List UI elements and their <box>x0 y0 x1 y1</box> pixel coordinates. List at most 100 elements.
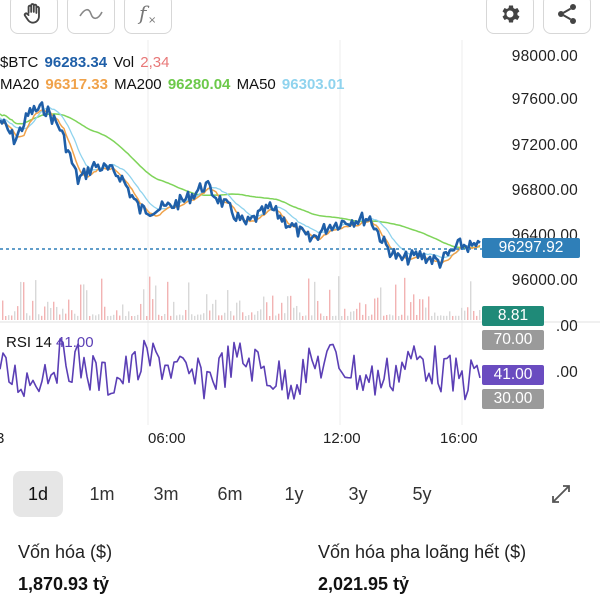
price-line <box>0 101 481 269</box>
volume-bar <box>308 278 310 320</box>
ma50-label: MA50 <box>236 76 276 93</box>
time-axis-label: 06:00 <box>148 430 186 447</box>
volume-bar <box>368 315 370 320</box>
legend-row-1: $BTC 96283.34 Vol 2,34 <box>0 54 172 71</box>
volume-bar <box>209 310 211 320</box>
volume-bar <box>221 315 223 320</box>
fdv-label: Vốn hóa pha loãng hết ($) <box>318 542 527 562</box>
time-axis-label: 12:00 <box>323 430 361 447</box>
volume-bar <box>197 314 199 320</box>
volume-bar <box>53 301 55 320</box>
volume-bar <box>326 315 328 320</box>
volume-bar <box>284 313 286 320</box>
volume-bar <box>263 296 265 320</box>
indicator-button[interactable]: f × <box>124 0 172 34</box>
volume-bar <box>104 306 106 320</box>
volume-bar <box>407 315 409 320</box>
volume-bar <box>224 312 226 320</box>
market-cap-value: 1,870.93 tỷ <box>18 574 110 594</box>
volume-bar <box>323 315 325 320</box>
volume-bar <box>164 313 166 320</box>
volume-bar <box>242 312 244 320</box>
settings-button[interactable] <box>486 0 534 34</box>
rsi-axis-label: .00 <box>555 364 578 381</box>
range-5y-button[interactable]: 5y <box>412 484 432 504</box>
rsi-value: 41.00 <box>56 334 94 351</box>
range-1m-button[interactable]: 1m <box>89 484 115 504</box>
volume-bar <box>389 314 391 320</box>
hand-icon <box>23 3 40 24</box>
range-1d-button[interactable]: 1d <box>13 471 63 517</box>
volume-bar <box>134 315 136 320</box>
price-axis-label: 96000.00 <box>511 272 578 289</box>
volume-bar <box>71 310 73 320</box>
volume-bar <box>455 315 457 320</box>
volume-bar <box>95 315 97 320</box>
vol-value: 2,34 <box>140 54 170 71</box>
volume-bar <box>179 314 181 320</box>
volume-bar <box>293 307 295 320</box>
ma20-value: 96317.33 <box>45 76 108 93</box>
volume-bar <box>44 306 46 320</box>
volume-bar <box>146 316 148 320</box>
volume-bar <box>125 315 127 320</box>
volume-bar <box>14 311 16 320</box>
volume-bar <box>362 314 364 320</box>
ma200-label: MA200 <box>114 76 162 93</box>
wave-icon <box>79 8 103 20</box>
volume-bar <box>170 315 172 320</box>
volume-bar <box>383 315 385 320</box>
volume-bar <box>422 299 424 320</box>
volume-bar <box>230 311 232 320</box>
chart-grid <box>147 40 463 425</box>
range-3y-button[interactable]: 3y <box>348 484 368 504</box>
volume-bar <box>167 281 169 320</box>
volume-bar <box>332 315 334 320</box>
line-tool-button[interactable] <box>67 0 115 34</box>
volume-bar <box>311 315 313 320</box>
volume-bar <box>470 281 472 320</box>
volume-bar <box>425 307 427 320</box>
volume-bar <box>77 315 79 320</box>
volume-bar <box>20 281 22 320</box>
volume-bar <box>398 316 400 320</box>
volume-bar <box>356 308 358 320</box>
range-6m-button[interactable]: 6m <box>217 484 243 504</box>
volume-bar <box>38 314 40 320</box>
range-1y-button[interactable]: 1y <box>284 484 304 504</box>
hand-tool-button[interactable] <box>10 0 58 34</box>
vol-label: Vol <box>113 54 135 71</box>
rsi-upper-badge: 70.00 <box>482 330 544 350</box>
chart-canvas[interactable] <box>0 36 600 460</box>
volume-bar <box>299 312 301 320</box>
volume-bar <box>260 309 262 320</box>
volume-bar <box>254 314 256 320</box>
volume-bar <box>431 315 433 320</box>
function-icon: f × <box>137 1 156 26</box>
volume-bar <box>92 314 94 320</box>
volume-bar <box>236 302 238 320</box>
volume-bar <box>464 310 466 320</box>
volume-bar <box>266 302 268 320</box>
volume-bar <box>176 315 178 320</box>
volume-bar <box>374 298 376 320</box>
volume-bar <box>83 284 85 320</box>
volume-bar <box>188 282 190 320</box>
volume-bar <box>419 299 421 320</box>
volume-bar <box>158 314 160 320</box>
price-chart[interactable] <box>0 36 600 460</box>
range-3m-button[interactable]: 3m <box>153 484 179 504</box>
volume-bar <box>449 311 451 320</box>
share-button[interactable] <box>543 0 591 34</box>
time-axis-label: 3 <box>0 430 5 447</box>
volume-bar <box>119 315 121 320</box>
rsi-value-badge: 41.00 <box>482 365 544 385</box>
volume-bar <box>434 312 436 320</box>
volume-bar <box>23 282 25 320</box>
expand-button[interactable] <box>544 471 578 517</box>
volume-bar <box>287 296 289 320</box>
volume-bar <box>341 315 343 320</box>
volume-bar <box>101 278 103 320</box>
volume-bar <box>446 315 448 320</box>
volume-bar <box>62 308 64 320</box>
